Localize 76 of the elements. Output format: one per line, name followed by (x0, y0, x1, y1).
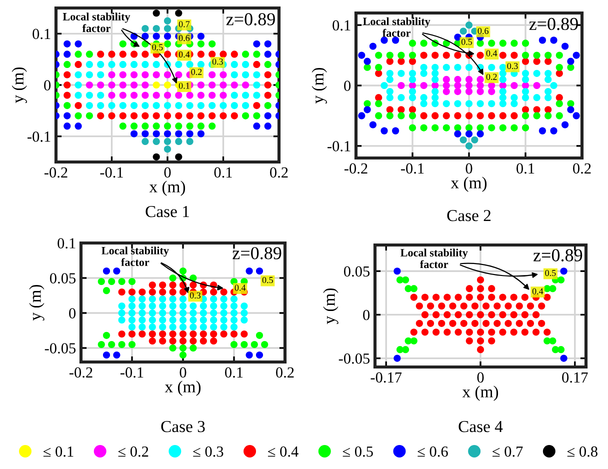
x-tick-label: 0.17 (562, 372, 588, 383)
x-tick-label: 0 (466, 163, 472, 174)
text: Case 4 (458, 420, 503, 432)
annotation: 0.3 (212, 58, 223, 65)
annotation: Local stability factor (62, 12, 130, 32)
y-tick-label: 0.05 (344, 266, 370, 277)
y-axis-title: y (m) (12, 67, 27, 104)
y-tick-label: 0.1 (332, 20, 350, 31)
y-tick-label: 0.1 (58, 238, 76, 249)
annotation: 0.3 (190, 292, 201, 298)
annotation: 0.4 (486, 50, 498, 56)
annotation: z=0.89 (232, 247, 282, 260)
y-axis-title: y (m) (29, 284, 44, 321)
y-tick-label: -0.1 (328, 141, 350, 152)
annotation: 0.4 (178, 51, 190, 58)
x-tick-label: 0.2 (270, 167, 288, 178)
x-tick-label: 0.1 (516, 163, 534, 174)
y-tick-label: 0.1 (32, 28, 50, 40)
annotation: 0.2 (191, 68, 202, 75)
x-axis-title: x (m) (450, 176, 487, 192)
annotation: 0.5 (545, 270, 556, 276)
annotation: 0.6 (478, 28, 488, 34)
annotation: 0.4 (234, 284, 246, 291)
y-tick-label: -0.05 (338, 353, 370, 364)
x-tick-label: -0.1 (400, 163, 424, 174)
x-tick-label: 0.1 (225, 367, 243, 378)
x-tick-label: -0.1 (120, 367, 144, 378)
annotation: z=0.89 (226, 13, 275, 26)
x-tick-label: 0.2 (573, 163, 591, 174)
legend-label: ≤ 0.2 (118, 446, 148, 457)
annotation: Local stability factor (400, 248, 468, 268)
annotation: z=0.89 (529, 18, 578, 30)
x-tick-label: 0 (477, 372, 484, 383)
x-tick-label: 0.1 (214, 167, 232, 178)
text: Case 3 (161, 420, 205, 432)
legend-label: ≤ 0.5 (342, 446, 373, 457)
x-axis-title: x (m) (149, 180, 186, 196)
legend-label: ≤ 0.7 (492, 446, 523, 457)
annotation: 0.7 (178, 21, 190, 28)
annotation: Local stability factor (362, 17, 430, 37)
annotation: Local stability factor (102, 246, 169, 266)
text: Case 1 (146, 206, 189, 218)
y-tick-label: 0 (69, 308, 76, 318)
annotation: 0.3 (507, 62, 518, 70)
x-tick-label: 0.2 (276, 367, 294, 378)
annotation: 0.1 (178, 82, 190, 89)
y-tick-label: -0.1 (28, 131, 50, 142)
annotation: 0.5 (262, 276, 273, 284)
x-tick-label: 0 (180, 367, 186, 378)
x-axis-title: x (m) (462, 386, 498, 401)
annotation: 0.6 (178, 34, 190, 42)
text: Case 2 (447, 210, 491, 222)
x-axis-title: x (m) (164, 380, 201, 396)
x-tick-label: -0.17 (370, 372, 402, 383)
annotation: 0.5 (152, 44, 163, 50)
y-tick-label: 0 (363, 310, 370, 320)
annotation: z=0.89 (534, 249, 582, 262)
x-tick-label: 0 (164, 167, 171, 178)
legend-label: ≤ 0.1 (43, 446, 74, 457)
x-tick-label: -0.2 (69, 367, 92, 378)
legend-label: ≤ 0.3 (193, 446, 224, 457)
annotation: 0.2 (486, 74, 497, 80)
y-tick-label: 0 (344, 80, 351, 91)
legend-label: ≤ 0.6 (418, 446, 448, 457)
legend-label: ≤ 0.4 (268, 446, 298, 457)
annotation: 0.5 (461, 38, 472, 45)
y-axis-title: y (m) (323, 288, 338, 324)
y-tick-label: 0 (44, 80, 51, 90)
x-tick-label: -0.2 (344, 163, 368, 174)
y-axis-title: y (m) (312, 68, 327, 104)
x-tick-label: -0.2 (44, 167, 68, 178)
x-tick-label: -0.1 (100, 167, 123, 178)
y-tick-label: 0.05 (50, 273, 76, 284)
legend-label: ≤ 0.8 (567, 446, 598, 457)
annotation: 0.4 (532, 288, 544, 294)
y-tick-label: -0.05 (44, 343, 76, 354)
